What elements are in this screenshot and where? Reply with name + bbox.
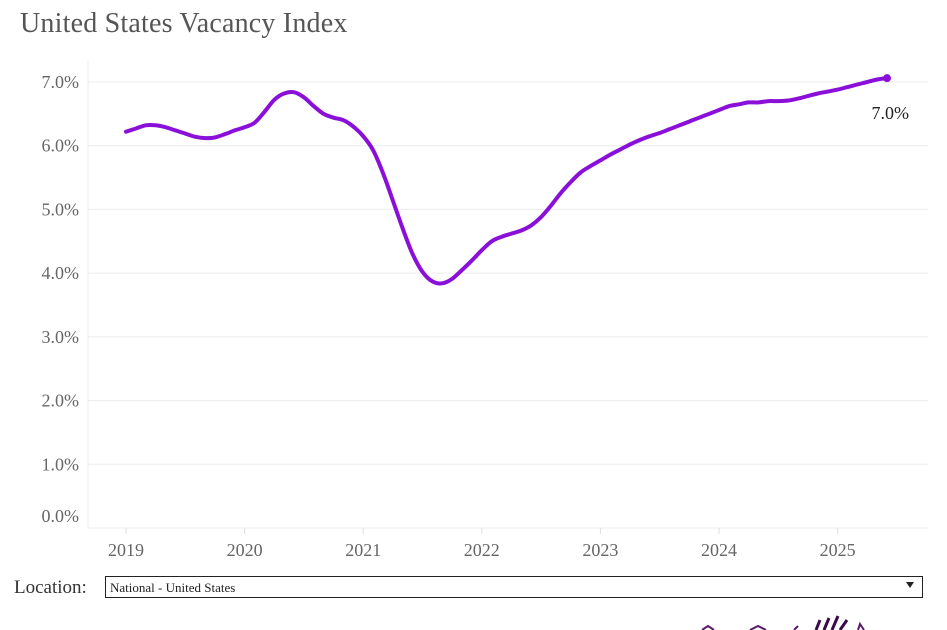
location-select[interactable]: National - United States — [105, 576, 923, 598]
location-select-value: National - United States — [110, 580, 236, 595]
y-tick-label: 0.0% — [42, 506, 80, 526]
x-axis-ticks: 2019 2020 2021 2022 2023 2024 2025 — [108, 528, 856, 560]
line-chart: 0.0% 1.0% 2.0% 3.0% 4.0% 5.0% 6.0% 7.0% 2019 202… — [42, 60, 928, 560]
y-tick-label: 1.0% — [42, 454, 80, 474]
y-tick-label: 5.0% — [42, 199, 80, 219]
chevron-down-icon[interactable] — [906, 582, 914, 588]
x-tick-label: 2019 — [108, 540, 144, 560]
chart-title: United States Vacancy Index — [20, 8, 348, 39]
x-tick-label: 2021 — [345, 540, 381, 560]
location-label: Location: — [14, 577, 87, 598]
x-tick-label: 2023 — [582, 540, 618, 560]
x-tick-label: 2020 — [227, 540, 263, 560]
y-axis-ticks: 0.0% 1.0% 2.0% 3.0% 4.0% 5.0% 6.0% 7.0% — [42, 72, 80, 526]
y-tick-label: 4.0% — [42, 263, 80, 283]
latest-value-label: 7.0% — [872, 103, 910, 123]
x-tick-label: 2025 — [820, 540, 856, 560]
grid-lines — [87, 60, 928, 529]
x-tick-label: 2024 — [701, 540, 737, 560]
x-tick-label: 2022 — [464, 540, 500, 560]
y-tick-label: 3.0% — [42, 327, 80, 347]
y-tick-label: 6.0% — [42, 136, 80, 156]
y-tick-label: 7.0% — [42, 72, 80, 92]
latest-data-point[interactable] — [883, 74, 892, 83]
brand-logo — [698, 614, 908, 630]
y-tick-label: 2.0% — [42, 391, 80, 411]
vacancy-series-line — [124, 76, 889, 286]
location-filter: Location: National - United States — [14, 574, 929, 602]
